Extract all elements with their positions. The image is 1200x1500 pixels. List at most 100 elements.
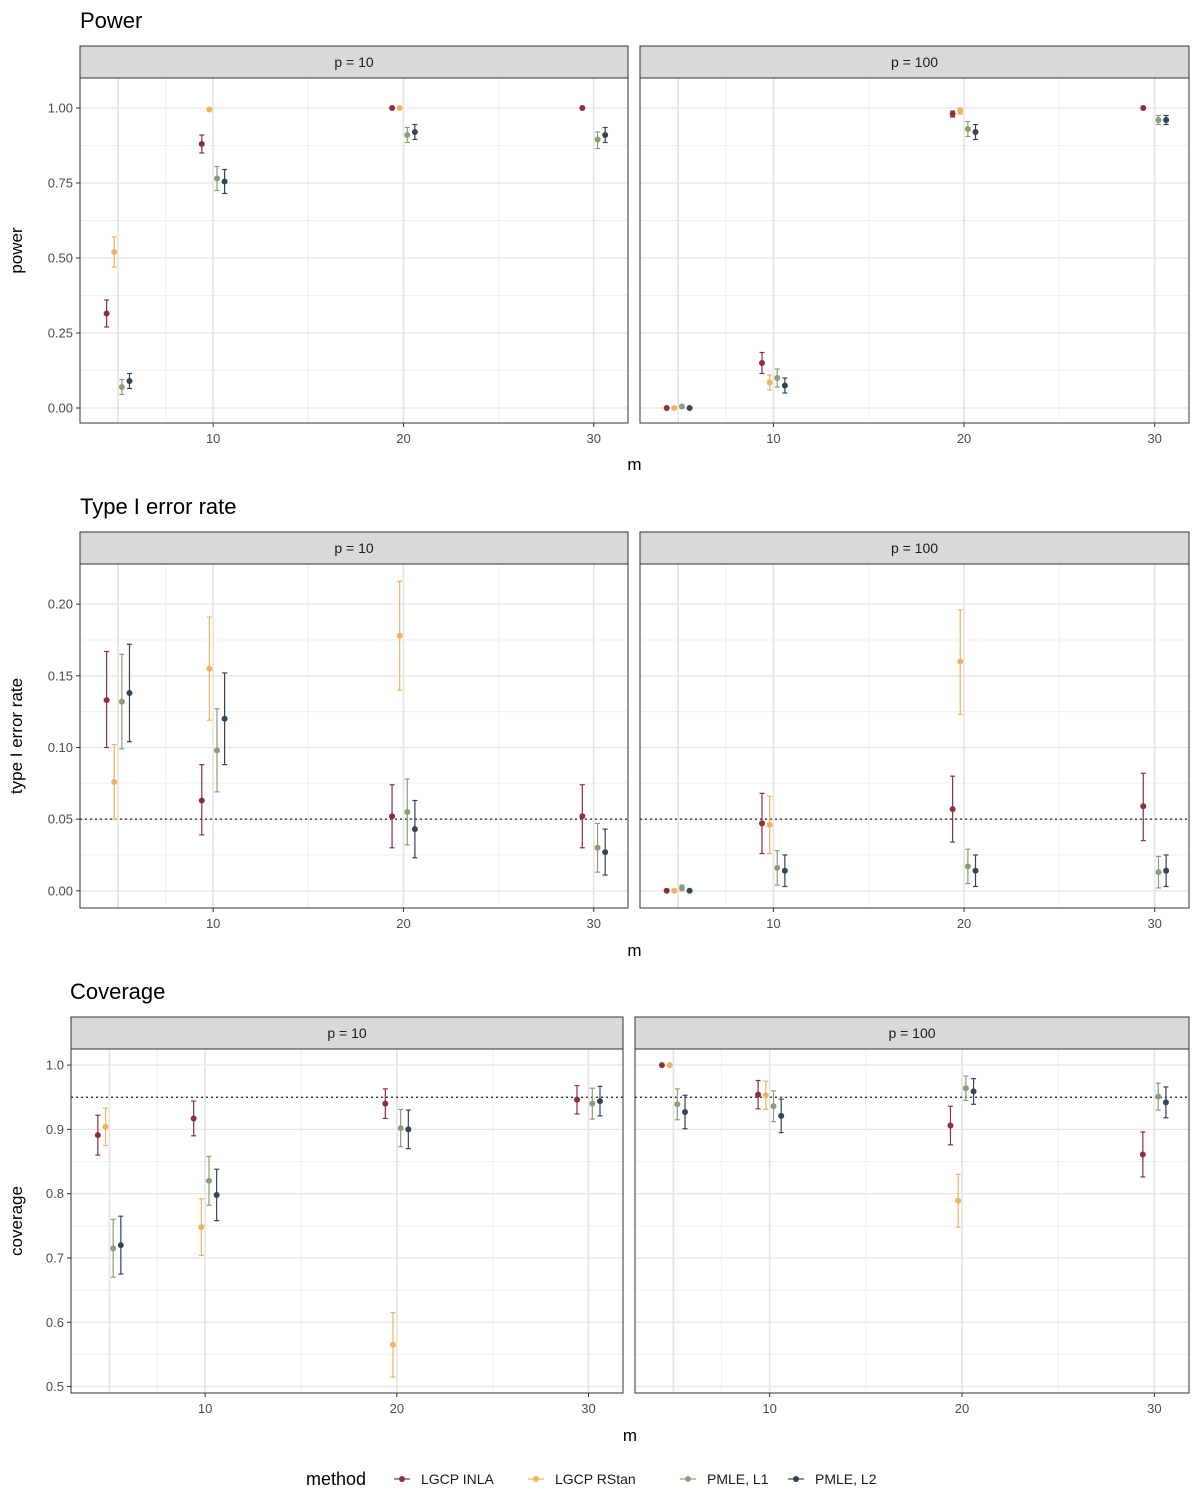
y-tick-label: 0.15 — [48, 668, 73, 683]
y-tick-label: 0.10 — [48, 740, 73, 755]
data-point — [110, 1245, 117, 1252]
data-point — [198, 797, 205, 804]
x-tick-label: 20 — [396, 431, 410, 446]
x-tick-label: 10 — [198, 1401, 212, 1416]
legend-item: LGCP RStan — [528, 1471, 636, 1487]
data-point — [602, 132, 609, 138]
x-tick-label: 20 — [390, 1401, 404, 1416]
facet-1: p = 100 10 20 30 — [639, 531, 1190, 931]
data-point — [766, 379, 773, 386]
data-point — [389, 813, 396, 820]
series — [678, 114, 1162, 410]
data-point — [949, 111, 956, 117]
y-axis-label: type I error rate — [7, 678, 26, 794]
x-tick-label: 30 — [581, 1401, 595, 1416]
data-point — [774, 864, 781, 871]
data-point — [103, 697, 110, 704]
x-tick-label: 20 — [396, 916, 410, 931]
data-point — [594, 844, 601, 851]
series — [658, 1062, 1146, 1178]
data-point — [579, 813, 586, 820]
panel-title: Coverage — [70, 979, 165, 1004]
data-point — [1155, 869, 1162, 876]
data-point — [404, 808, 411, 815]
series — [111, 580, 403, 820]
plot-background — [640, 564, 1189, 908]
x-tick-label: 30 — [1147, 916, 1161, 931]
series — [663, 105, 1147, 411]
data-point — [602, 849, 609, 856]
y-tick-label: 0.8 — [46, 1186, 64, 1201]
x-tick-label: 30 — [1147, 1401, 1161, 1416]
data-point — [1163, 867, 1170, 874]
data-point — [666, 1062, 673, 1069]
plot-border — [634, 1048, 1190, 1394]
x-tick-label: 10 — [766, 431, 780, 446]
legend-label: PMLE, L2 — [815, 1471, 877, 1487]
x-tick-label: 10 — [762, 1401, 776, 1416]
data-point — [396, 632, 403, 639]
data-point — [781, 382, 788, 389]
data-point — [774, 375, 781, 381]
y-tick-label: 0.6 — [46, 1315, 64, 1330]
data-point — [126, 690, 133, 696]
legend-key-point — [793, 1476, 799, 1482]
series — [94, 1085, 580, 1156]
series — [118, 126, 601, 396]
data-point — [759, 820, 765, 827]
plot-border — [639, 563, 1190, 909]
data-point — [964, 126, 971, 132]
data-point — [658, 1062, 665, 1069]
data-point — [957, 658, 964, 665]
data-point — [1139, 1151, 1146, 1158]
data-point — [214, 747, 220, 754]
series — [102, 1107, 396, 1378]
data-point — [947, 1122, 954, 1129]
series — [671, 609, 964, 894]
y-axis-label: coverage — [7, 1186, 26, 1256]
plot-background — [80, 564, 628, 908]
data-point — [221, 178, 228, 185]
series — [118, 653, 601, 873]
data-point — [579, 105, 586, 111]
panel-title: Type I error rate — [80, 494, 237, 519]
legend-key-point — [533, 1476, 539, 1482]
panel-1: Type I error rate p = 10 10 20 30 0.00 0.05 0.1… — [7, 494, 1190, 960]
data-point — [663, 405, 670, 411]
data-point — [126, 378, 133, 384]
x-tick-label: 20 — [957, 431, 971, 446]
data-point — [671, 405, 678, 411]
series — [674, 1075, 1162, 1123]
data-point — [755, 1091, 762, 1098]
y-tick-label: 0.7 — [46, 1250, 64, 1265]
y-tick-label: 0.00 — [48, 883, 73, 898]
facet-strip — [79, 45, 629, 79]
series — [666, 1062, 962, 1228]
y-tick-label: 1.0 — [46, 1058, 64, 1073]
legend-key-point — [685, 1476, 691, 1482]
series — [103, 650, 586, 849]
data-point — [206, 106, 213, 113]
x-tick-label: 10 — [206, 431, 220, 446]
data-point — [574, 1096, 580, 1103]
series — [110, 1087, 596, 1278]
series — [663, 772, 1147, 894]
x-tick-label: 20 — [957, 916, 971, 931]
legend-title: method — [306, 1469, 366, 1489]
facet-1: p = 100 10 20 30 — [634, 1016, 1190, 1416]
x-axis-label: m — [627, 941, 641, 960]
data-point — [678, 403, 685, 410]
data-point — [766, 821, 773, 828]
data-point — [405, 1126, 412, 1133]
data-point — [404, 132, 411, 138]
x-tick-label: 20 — [955, 1401, 969, 1416]
data-point — [663, 887, 670, 894]
x-tick-label: 10 — [766, 916, 780, 931]
series — [126, 643, 609, 876]
data-point — [117, 1242, 124, 1249]
data-point — [213, 1191, 220, 1198]
data-point — [781, 867, 788, 874]
data-point — [778, 1112, 785, 1119]
data-point — [103, 310, 110, 317]
